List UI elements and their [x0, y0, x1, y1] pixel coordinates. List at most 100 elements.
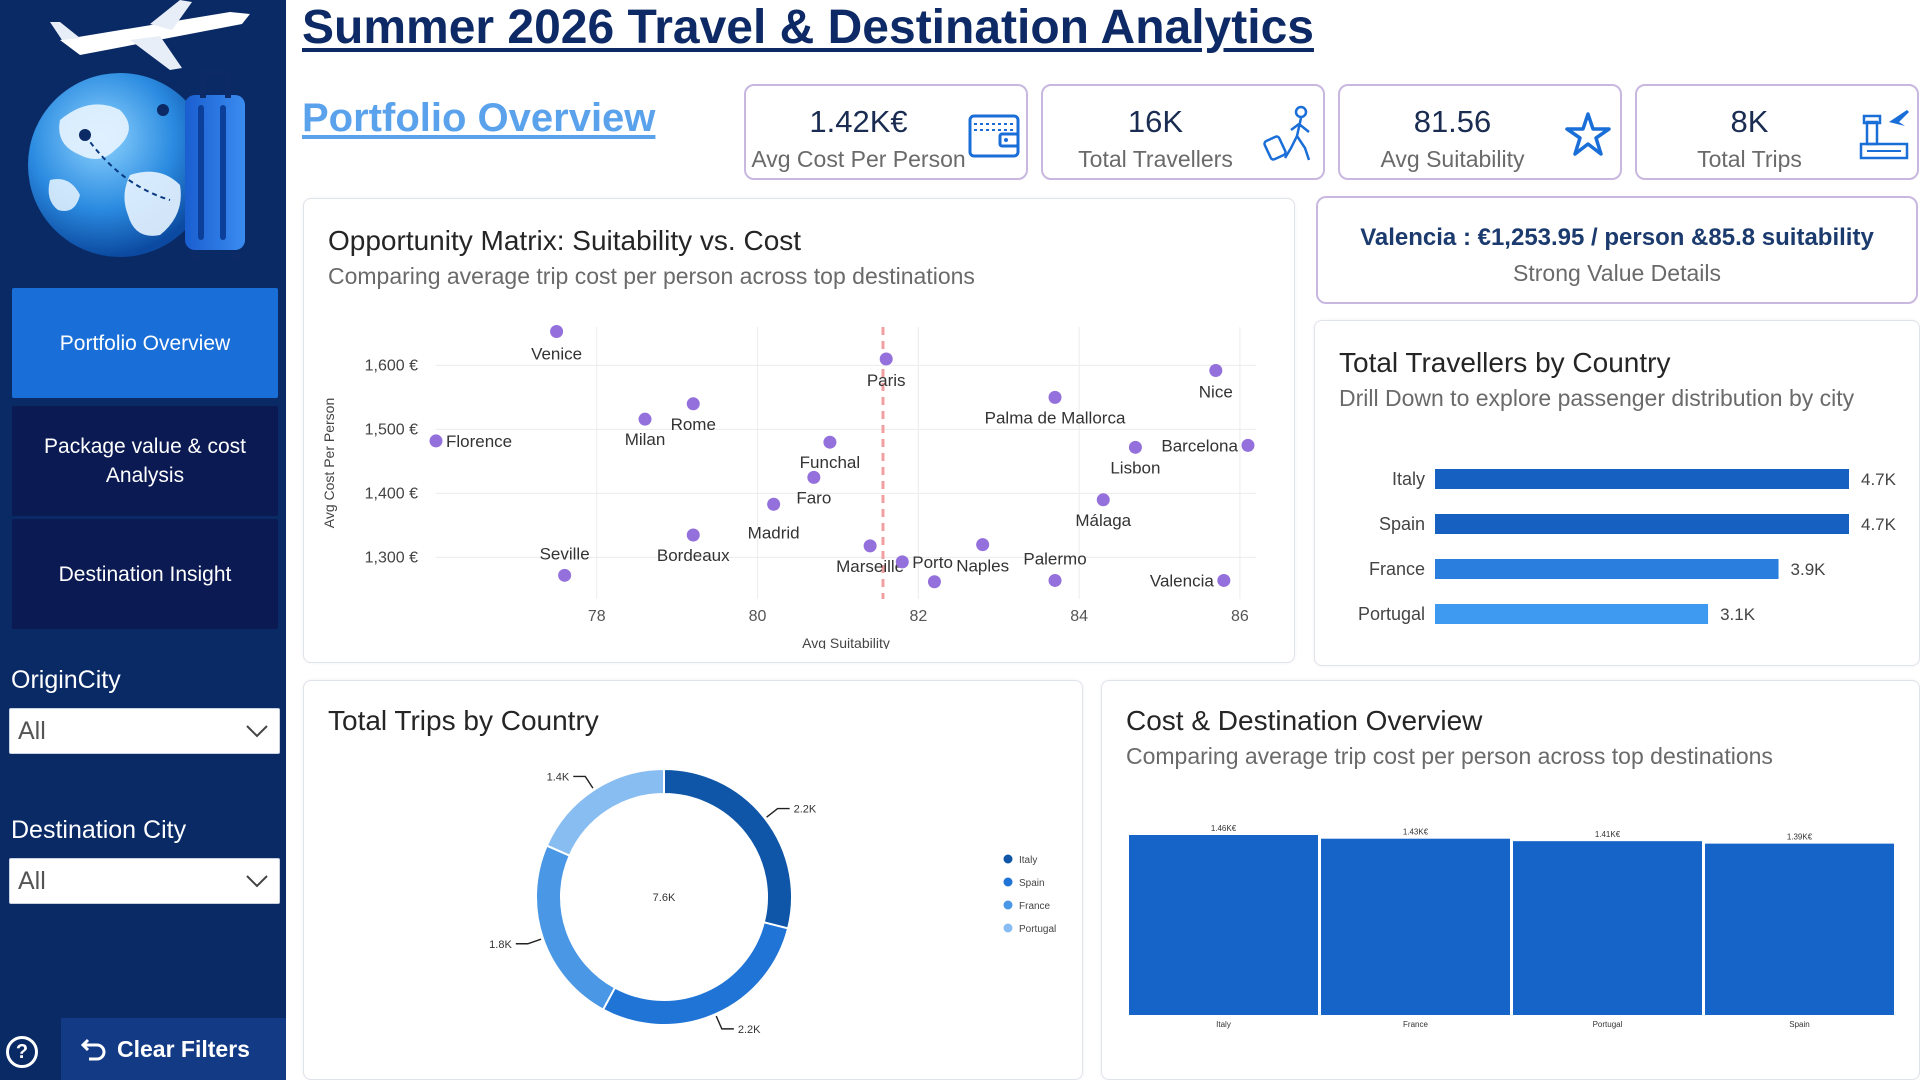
legend-label: Spain: [1019, 878, 1045, 889]
cost-bar: [1321, 838, 1510, 1015]
destination-city-label: Destination City: [11, 816, 187, 844]
travel-globe-illustration: [28, 0, 250, 262]
undo-icon: [80, 1038, 106, 1061]
x-tick-label: 86: [1231, 608, 1249, 625]
origin-city-dropdown[interactable]: All: [9, 708, 280, 754]
traveller-bar: [1435, 559, 1779, 579]
bar-value-label: 3.9K: [1791, 560, 1827, 579]
slice-leader-line: [573, 775, 594, 789]
kpi-label: Avg Cost Per Person: [751, 146, 966, 172]
clear-filters-label: Clear Filters: [117, 1035, 250, 1062]
cost-overview-bar-chart: 1.46K€ Italy 1.43K€ France 1.41K€ Portugal 1.3…: [1129, 824, 1894, 1029]
opportunity-matrix-scatter-chart: 78 80 82 84 86 1,300 € 1,400 € 1,500 € 1,600 € Av…: [321, 324, 1256, 649]
point-label: Funchal: [800, 453, 860, 472]
traveller-bar: [1435, 469, 1849, 489]
scatter-title: Opportunity Matrix: Suitability vs. Cost: [328, 225, 802, 256]
bar-category-label: France: [1403, 1020, 1428, 1029]
point-label: Florence: [446, 432, 512, 451]
point-label: Barcelona: [1161, 436, 1238, 455]
kpi-value: 81.56: [1413, 104, 1492, 139]
point-label: Seville: [540, 544, 590, 563]
airport-icon: [1859, 110, 1909, 160]
x-tick-label: 80: [749, 608, 767, 625]
donut-slice: [545, 767, 665, 857]
bar-value-label: 1.43K€: [1403, 828, 1429, 837]
kpi-total-travellers-card: 16K Total Travellers: [1041, 84, 1325, 180]
portfolio-overview-link[interactable]: Portfolio Overview: [302, 96, 656, 140]
clear-filters-button[interactable]: Clear Filters: [61, 1018, 286, 1080]
donut-slice: [535, 844, 617, 1011]
bar-category-label: Portugal: [1593, 1020, 1623, 1029]
scatter-point: [1048, 573, 1062, 587]
legend-marker: [1003, 900, 1013, 910]
travellers-bar-chart[interactable]: Italy 4.7K Spain 4.7K France 3.9K Portugal 3.1K: [1315, 451, 1915, 651]
scatter-point: [1209, 364, 1223, 378]
valencia-highlight-card: Valencia : €1,253.95 / person &85.8 suit…: [1316, 196, 1918, 304]
highlight-headline: Valencia : €1,253.95 / person &85.8 suit…: [1360, 224, 1874, 251]
point-label: Naples: [956, 557, 1009, 576]
cost-bar: [1705, 843, 1894, 1015]
scatter-point: [1128, 440, 1142, 454]
scatter-point: [429, 434, 443, 448]
donut-slice: [663, 767, 793, 930]
scatter-subtitle: Comparing average trip cost per person a…: [328, 263, 975, 289]
point-label: Rome: [671, 415, 716, 434]
traveller-bar: [1435, 514, 1849, 534]
kpi-value: 1.42K€: [809, 104, 908, 139]
cost-overview-subtitle: Comparing average trip cost per person a…: [1126, 743, 1773, 769]
cost-destination-overview-panel: Cost & Destination Overview Comparing av…: [1101, 680, 1920, 1080]
bar-category-label: Portugal: [1358, 604, 1425, 624]
travellers-by-country-panel: Total Travellers by Country Drill Down t…: [1314, 320, 1920, 666]
slice-value-label: 1.8K: [489, 939, 512, 951]
scatter-point: [686, 528, 700, 542]
scatter-point: [927, 575, 941, 589]
bar-category-label: Spain: [1379, 514, 1425, 534]
x-axis-label: Avg Suitability: [802, 635, 890, 649]
destination-city-value: All: [18, 866, 46, 895]
y-tick-label: 1,500 €: [365, 421, 418, 438]
slice-value-label: 2.2K: [738, 1024, 761, 1036]
kpi-label: Total Travellers: [1078, 146, 1233, 172]
wallet-icon: [968, 114, 1020, 158]
kpi-avg-cost-card: 1.42K€ Avg Cost Per Person: [744, 84, 1028, 180]
travellers-subtitle: Drill Down to explore passenger distribu…: [1339, 385, 1855, 411]
donut-center-label: 7.6K: [653, 892, 676, 904]
bar-value-label: 3.1K: [1720, 605, 1756, 624]
bar-category-label: Spain: [1789, 1020, 1809, 1029]
origin-city-value: All: [18, 716, 46, 745]
nav-destination-insight[interactable]: Destination Insight: [12, 519, 278, 629]
help-icon[interactable]: ?: [6, 1036, 38, 1068]
origin-city-label: OriginCity: [11, 666, 121, 694]
scatter-point: [767, 497, 781, 511]
trips-title: Total Trips by Country: [328, 705, 599, 736]
scatter-point: [686, 397, 700, 411]
legend-marker: [1003, 923, 1013, 933]
legend-label: France: [1019, 901, 1051, 912]
y-axis-label: Avg Cost Per Person: [321, 398, 337, 528]
point-label: Lisbon: [1110, 458, 1160, 477]
point-label: Milan: [625, 430, 666, 449]
nav-package-value-cost-analysis[interactable]: Package value & cost Analysis: [12, 406, 278, 516]
travellers-title: Total Travellers by Country: [1339, 347, 1671, 378]
point-label: Paris: [867, 371, 906, 390]
y-tick-label: 1,400 €: [365, 485, 418, 502]
legend-marker: [1003, 877, 1013, 887]
x-tick-label: 82: [909, 608, 927, 625]
cost-overview-title: Cost & Destination Overview: [1126, 705, 1483, 736]
chevron-down-icon: [246, 725, 268, 738]
chevron-down-icon: [246, 875, 268, 888]
point-label: Marseille: [836, 557, 904, 576]
point-label: Palma de Mallorca: [985, 408, 1126, 427]
scatter-point: [1217, 573, 1231, 587]
trips-donut-chart: 2.2K 2.2K 1.8K 1.4K 7.6K Italy Spain France Port…: [489, 767, 1056, 1036]
point-label: Bordeaux: [657, 546, 730, 565]
point-label: Palermo: [1023, 549, 1086, 568]
cost-bar: [1513, 841, 1702, 1015]
scatter-point: [807, 470, 821, 484]
bar-category-label: France: [1369, 559, 1425, 579]
nav-portfolio-overview[interactable]: Portfolio Overview: [12, 288, 278, 398]
opportunity-matrix-panel: Opportunity Matrix: Suitability vs. Cost…: [303, 198, 1295, 663]
legend-label: Portugal: [1019, 924, 1056, 935]
point-label: Madrid: [748, 523, 800, 542]
destination-city-dropdown[interactable]: All: [9, 858, 280, 904]
